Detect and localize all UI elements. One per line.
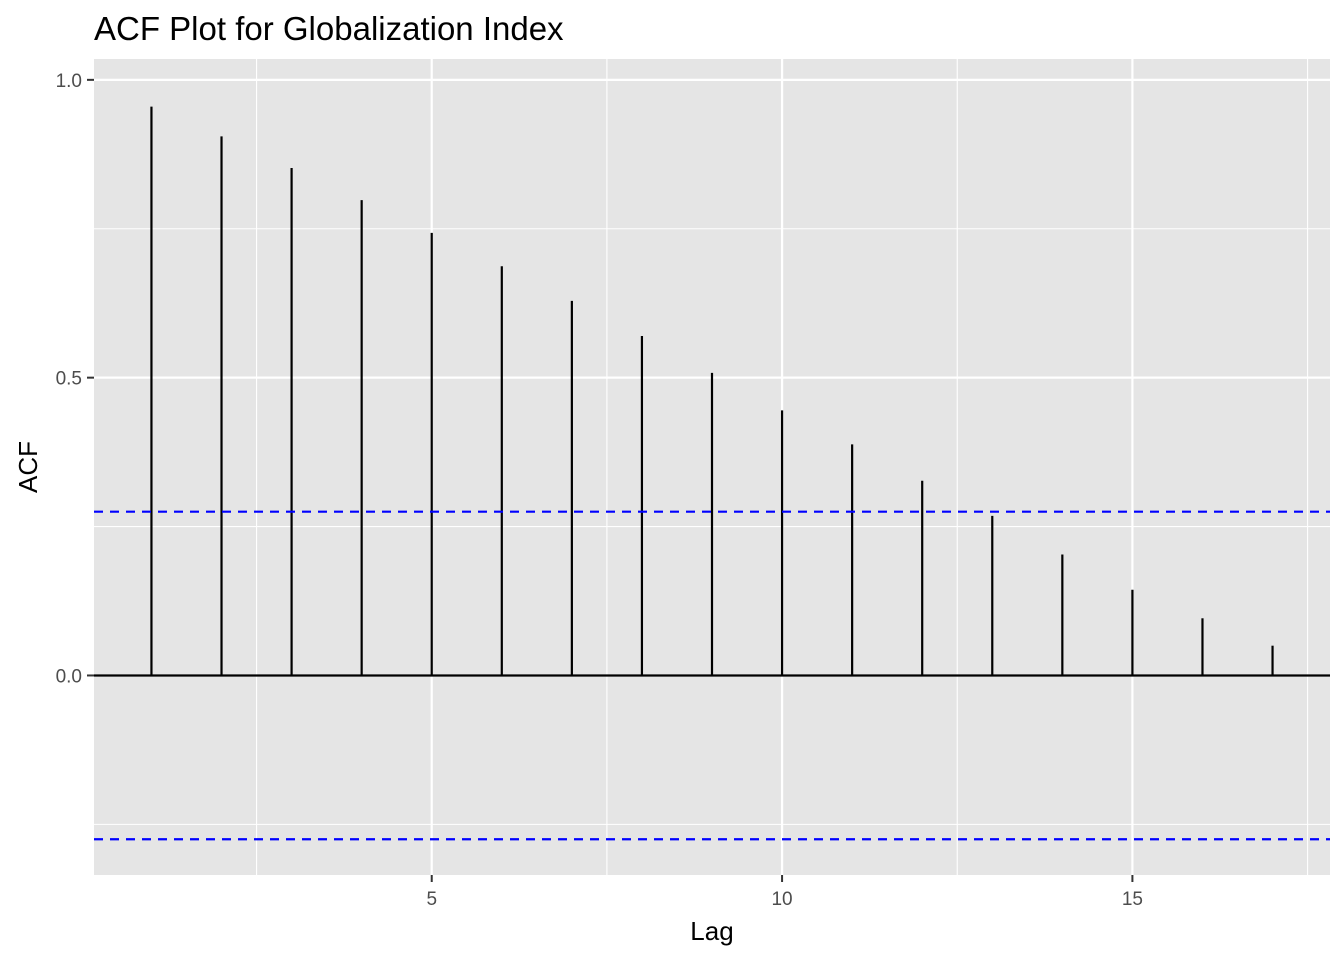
chart-title: ACF Plot for Globalization Index (94, 10, 564, 47)
y-tick-label-2: 1.0 (56, 71, 82, 92)
y-tick-label-1: 0.5 (56, 369, 82, 390)
confidence-lines (94, 510, 1330, 841)
y-axis: 0.0 0.5 1.0 (56, 71, 94, 687)
x-tick-label-2: 15 (1122, 889, 1143, 910)
y-tick-label-0: 0.0 (56, 666, 82, 687)
y-axis-title: ACF (13, 441, 43, 493)
x-tick-label-1: 10 (771, 889, 792, 910)
x-tick-label-0: 5 (426, 889, 437, 910)
acf-bars (150, 106, 1274, 676)
x-axis-title: Lag (690, 916, 733, 946)
x-axis: 5 10 15 (426, 875, 1143, 910)
